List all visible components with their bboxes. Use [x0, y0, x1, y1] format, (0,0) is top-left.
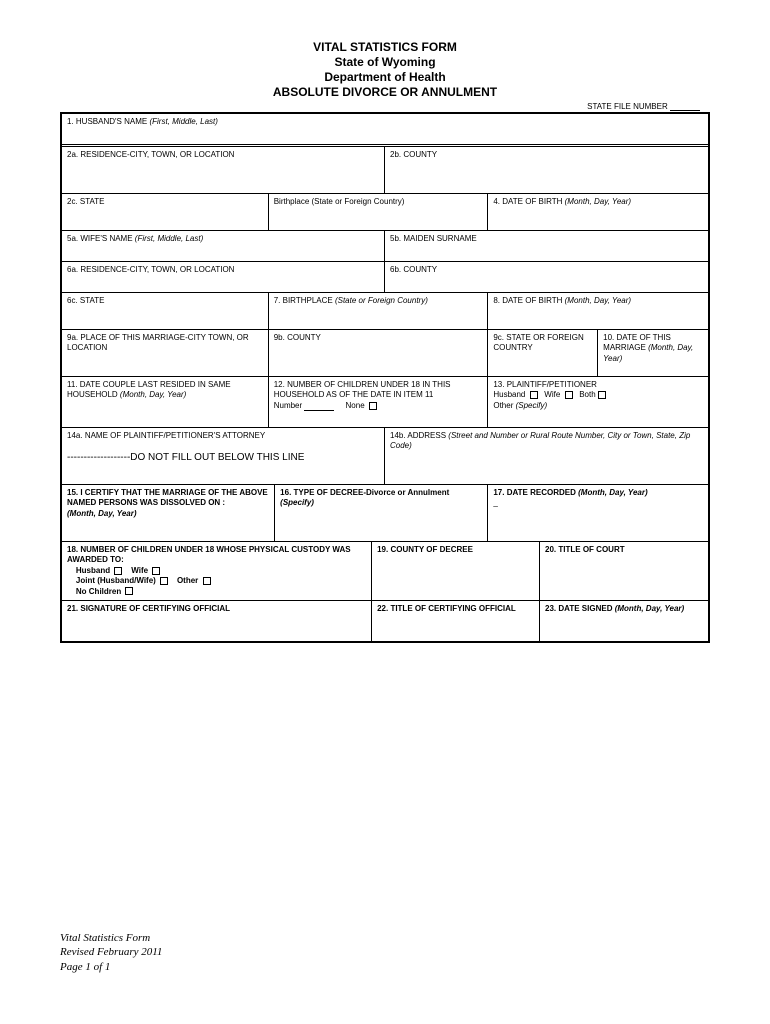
- form-footer: Vital Statistics Form Revised February 2…: [60, 931, 162, 974]
- field-17-date-recorded[interactable]: 17. DATE RECORDED (Month, Day, Year) _: [488, 485, 708, 541]
- field-6b-county-wife[interactable]: 6b. COUNTY: [385, 262, 708, 292]
- field-18-custody[interactable]: 18. NUMBER OF CHILDREN UNDER 18 WHOSE PH…: [62, 542, 372, 600]
- field-4-dob-husband[interactable]: 4. DATE OF BIRTH (Month, Day, Year): [488, 194, 708, 230]
- form-table: 1. HUSBAND'S NAME (First, Middle, Last) …: [60, 112, 710, 643]
- field-12-children[interactable]: 12. NUMBER OF CHILDREN UNDER 18 IN THIS …: [269, 377, 489, 427]
- file-number-field[interactable]: [670, 102, 700, 111]
- custody-other-checkbox[interactable]: [203, 577, 211, 585]
- field-6a-residence-wife[interactable]: 6a. RESIDENCE-CITY, TOWN, OR LOCATION: [62, 262, 385, 292]
- header-line2: State of Wyoming: [60, 55, 710, 70]
- field-19-county-decree[interactable]: 19. COUNTY OF DECREE: [372, 542, 540, 600]
- header-line1: VITAL STATISTICS FORM: [60, 40, 710, 55]
- field-11-last-resided[interactable]: 11. DATE COUPLE LAST RESIDED IN SAME HOU…: [62, 377, 269, 427]
- field-2c-state[interactable]: 2c. STATE: [62, 194, 269, 230]
- field-10-date-marriage[interactable]: 10. DATE OF THIS MARRIAGE (Month, Day, Y…: [598, 330, 708, 376]
- state-file-number-label: STATE FILE NUMBER: [60, 102, 710, 111]
- field-14b-address[interactable]: 14b. ADDRESS (Street and Number or Rural…: [385, 428, 708, 484]
- field-2b-county[interactable]: 2b. COUNTY: [385, 147, 708, 193]
- field-birthplace-husband[interactable]: Birthplace (State or Foreign Country): [269, 194, 489, 230]
- form-header: VITAL STATISTICS FORM State of Wyoming D…: [60, 40, 710, 100]
- custody-joint-checkbox[interactable]: [160, 577, 168, 585]
- footer-line1: Vital Statistics Form: [60, 931, 162, 945]
- footer-line2: Revised February 2011: [60, 945, 162, 959]
- number-field[interactable]: [304, 402, 334, 411]
- none-checkbox[interactable]: [369, 402, 377, 410]
- field-15-certify[interactable]: 15. I CERTIFY THAT THE MARRIAGE OF THE A…: [62, 485, 275, 541]
- field-2a-residence[interactable]: 2a. RESIDENCE-CITY, TOWN, OR LOCATION: [62, 147, 385, 193]
- field-16-decree-type[interactable]: 16. TYPE OF DECREE-Divorce or Annulment …: [275, 485, 488, 541]
- husband-checkbox[interactable]: [530, 391, 538, 399]
- field-7-birthplace-wife[interactable]: 7. BIRTHPLACE (State or Foreign Country): [269, 293, 489, 329]
- field-23-date-signed[interactable]: 23. DATE SIGNED (Month, Day, Year): [540, 601, 708, 641]
- footer-line3: Page 1 of 1: [60, 960, 162, 974]
- field-8-dob-wife[interactable]: 8. DATE OF BIRTH (Month, Day, Year): [488, 293, 708, 329]
- field-9c-state-marriage[interactable]: 9c. STATE OR FOREIGN COUNTRY: [488, 330, 598, 376]
- header-line4: ABSOLUTE DIVORCE OR ANNULMENT: [60, 85, 710, 100]
- both-checkbox[interactable]: [598, 391, 606, 399]
- field-5a-wife-name[interactable]: 5a. WIFE'S NAME (First, Middle, Last): [62, 231, 385, 261]
- field-5b-maiden[interactable]: 5b. MAIDEN SURNAME: [385, 231, 708, 261]
- field-22-title-official[interactable]: 22. TITLE OF CERTIFYING OFFICIAL: [372, 601, 540, 641]
- field-21-signature[interactable]: 21. SIGNATURE OF CERTIFYING OFFICIAL: [62, 601, 372, 641]
- field-13-plaintiff[interactable]: 13. PLAINTIFF/PETITIONER Husband Wife Bo…: [488, 377, 708, 427]
- field-9b-county-marriage[interactable]: 9b. COUNTY: [269, 330, 489, 376]
- field-20-title-court[interactable]: 20. TITLE OF COURT: [540, 542, 708, 600]
- custody-none-checkbox[interactable]: [125, 587, 133, 595]
- custody-husband-checkbox[interactable]: [114, 567, 122, 575]
- header-line3: Department of Health: [60, 70, 710, 85]
- field-1-husband-name[interactable]: 1. HUSBAND'S NAME (First, Middle, Last): [62, 114, 708, 144]
- field-6c-state-wife[interactable]: 6c. STATE: [62, 293, 269, 329]
- field-14a-attorney[interactable]: 14a. NAME OF PLAINTIFF/PETITIONER'S ATTO…: [62, 428, 385, 484]
- do-not-fill-separator: -------------------DO NOT FILL OUT BELOW…: [67, 451, 379, 464]
- field-9a-place-marriage[interactable]: 9a. PLACE OF THIS MARRIAGE-CITY TOWN, OR…: [62, 330, 269, 376]
- wife-checkbox[interactable]: [565, 391, 573, 399]
- custody-wife-checkbox[interactable]: [152, 567, 160, 575]
